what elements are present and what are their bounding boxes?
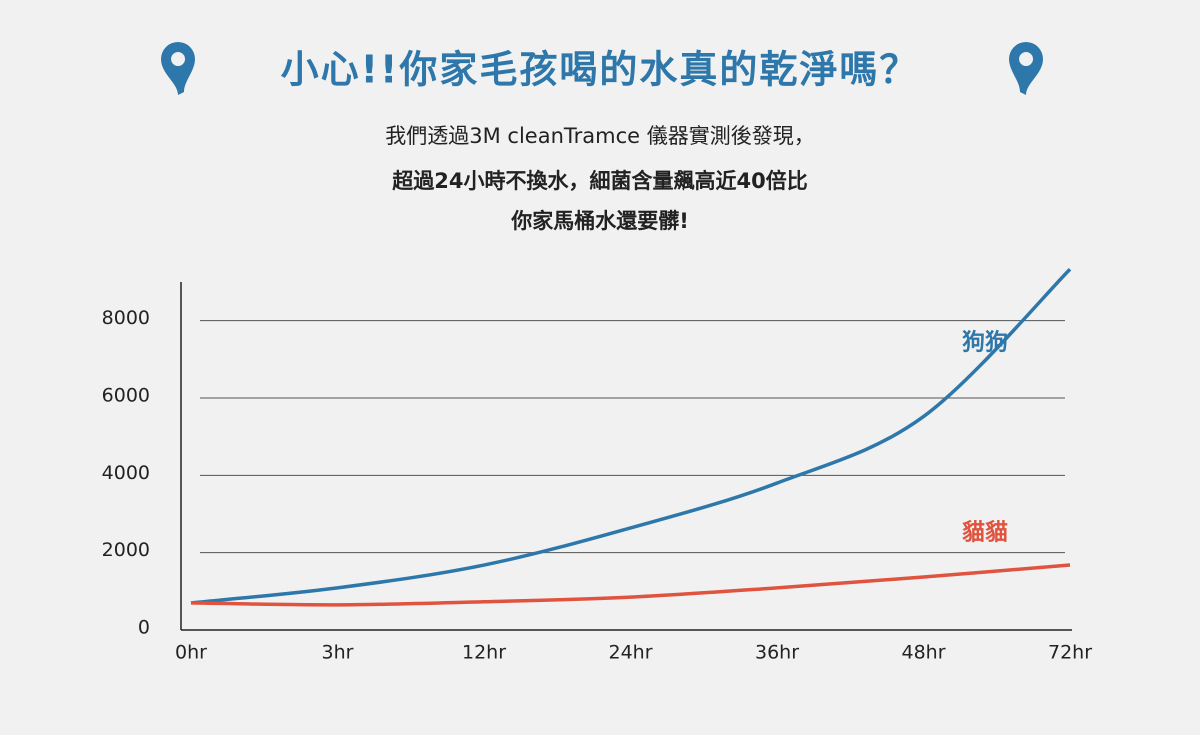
title: 小心!!你家毛孩喝的水真的乾淨嗎？ bbox=[281, 48, 920, 92]
line bbox=[190, 563, 1071, 607]
x-tick-label: 24hr bbox=[608, 642, 652, 664]
x-tick-label: 3hr bbox=[322, 642, 354, 664]
pin-icon bbox=[161, 42, 195, 95]
y-tick-label: 6000 bbox=[102, 385, 150, 407]
x-tick-label: 36hr bbox=[755, 642, 799, 664]
x-tick-label: 0hr bbox=[175, 642, 207, 664]
series-label: 貓貓 bbox=[962, 520, 1008, 546]
subtitle-line: 你家馬桶水還要髒! bbox=[510, 209, 689, 233]
subtitle-line: 我們透過3M cleanTramce 儀器實測後發現， bbox=[385, 124, 814, 148]
x-tick-label: 72hr bbox=[1048, 642, 1092, 664]
x-tick-label: 12hr bbox=[462, 642, 506, 664]
series-label: 狗狗 bbox=[962, 329, 1008, 356]
y-tick-label: 8000 bbox=[102, 307, 150, 329]
x-tick-label: 48hr bbox=[901, 642, 945, 664]
y-tick-label: 2000 bbox=[102, 539, 150, 561]
line bbox=[190, 268, 1072, 605]
subtitle-line: 超過24小時不換水，細菌含量飆高近40倍比 bbox=[392, 169, 807, 193]
y-tick-label: 0 bbox=[138, 617, 150, 639]
y-tick-label: 4000 bbox=[102, 462, 150, 484]
pin-icon bbox=[1009, 42, 1043, 95]
